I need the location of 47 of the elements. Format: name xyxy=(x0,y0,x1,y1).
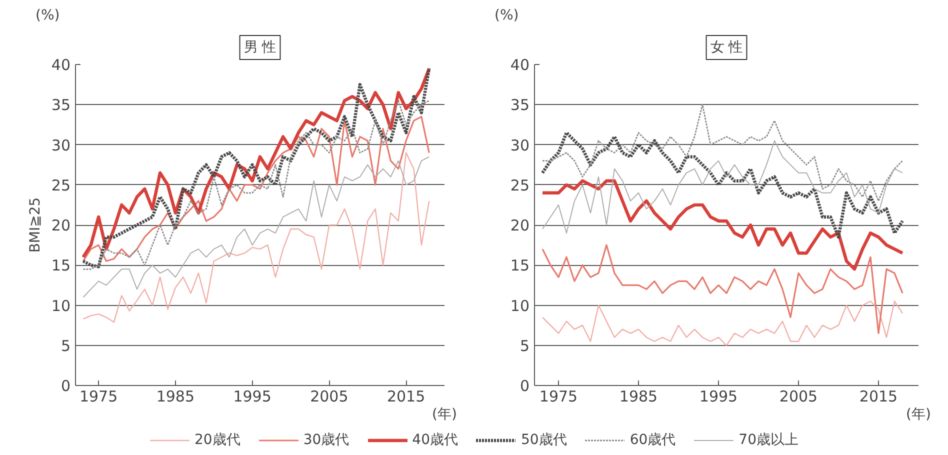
y-tick-label: 10 xyxy=(510,296,530,315)
x-tick-label: 1975 xyxy=(539,388,578,406)
line-series xyxy=(542,300,904,346)
y-tick-label: 40 xyxy=(51,56,71,74)
x-axis-title: (年) xyxy=(906,406,931,422)
x-tick-label: 1985 xyxy=(619,388,658,406)
legend-label: 60歳代 xyxy=(630,431,676,449)
y-tick-label: 5 xyxy=(60,336,71,355)
line-series xyxy=(82,152,430,323)
y-tick-label: 0 xyxy=(520,377,530,395)
x-tick-label: 2015 xyxy=(386,388,426,406)
line-series xyxy=(82,156,430,298)
y-tick-label: 15 xyxy=(51,256,71,275)
x-tick-label: 1985 xyxy=(156,388,195,406)
legend-label: 50歳代 xyxy=(521,431,567,449)
line-series xyxy=(540,179,904,271)
chart-title: 女 性 xyxy=(710,40,743,56)
y-tick-label: 25 xyxy=(51,176,71,194)
legend-label: 30歳代 xyxy=(303,431,350,449)
y-tick-label: 20 xyxy=(51,216,71,234)
x-tick-label: 2015 xyxy=(859,388,898,406)
y-tick-label: 0 xyxy=(60,377,71,395)
y-axis-title: BMI≧25 xyxy=(27,197,44,253)
legend-label: 40歳代 xyxy=(412,431,458,449)
x-tick-label: 1975 xyxy=(79,388,118,406)
legend-label: 70歳以上 xyxy=(738,431,798,449)
y-tick-label: 40 xyxy=(510,56,530,74)
text: (%) xyxy=(36,8,60,24)
legend-label: 20歳代 xyxy=(194,431,240,449)
x-tick-label: 1995 xyxy=(233,388,272,406)
y-tick-label: 30 xyxy=(510,136,530,154)
x-tick-label: 2005 xyxy=(310,388,348,406)
line-series xyxy=(542,244,904,334)
y-tick-label: 35 xyxy=(51,96,71,114)
x-axis-title: (年) xyxy=(432,406,457,422)
y-tick-label: 25 xyxy=(510,176,530,194)
y-tick-label: 35 xyxy=(510,96,530,114)
y-tick-label: 5 xyxy=(520,336,530,355)
text: (%) xyxy=(494,8,519,24)
line-series xyxy=(542,104,904,202)
y-tick-label: 10 xyxy=(51,296,71,315)
x-tick-label: 2005 xyxy=(779,388,818,406)
y-tick-label: 20 xyxy=(510,216,530,234)
chart-title: 男 性 xyxy=(244,40,276,56)
y-tick-label: 15 xyxy=(510,256,530,275)
y-tick-label: 30 xyxy=(51,136,71,154)
x-tick-label: 1995 xyxy=(699,388,738,406)
